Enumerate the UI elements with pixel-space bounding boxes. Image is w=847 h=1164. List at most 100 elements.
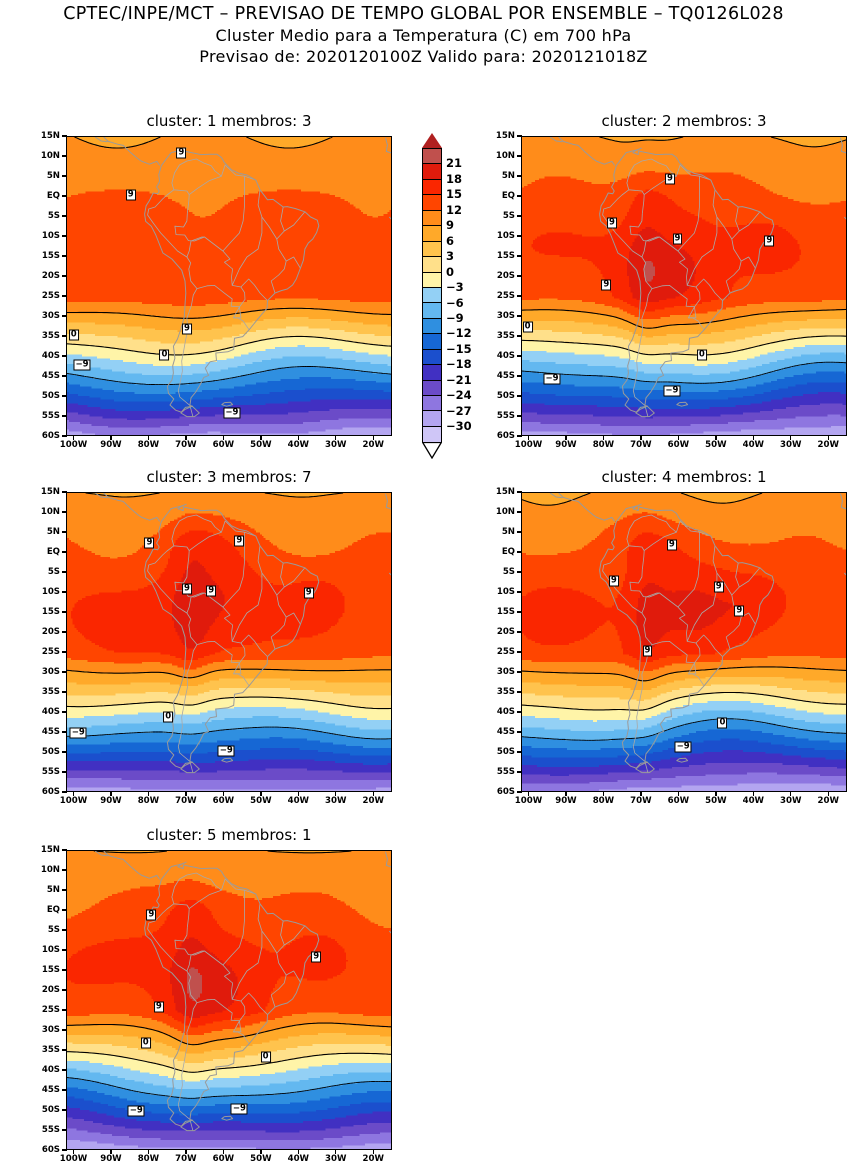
y-axis-tick: [62, 415, 67, 417]
y-axis-tick: [62, 1129, 67, 1131]
x-axis-label: 20W: [362, 1154, 384, 1164]
y-axis-tick: [62, 511, 67, 513]
x-axis-tick: [185, 1150, 187, 1154]
x-axis-label: 60W: [212, 796, 235, 806]
contour-label: −9: [127, 1105, 145, 1117]
colorbar-swatch: [423, 149, 441, 165]
colorbar-swatch: [423, 318, 441, 335]
colorbar-tick-label: −3: [446, 280, 464, 295]
y-axis-tick: [62, 869, 67, 871]
y-axis-label: 45S: [496, 371, 515, 381]
y-axis-label: 10N: [495, 507, 515, 517]
y-axis-label: 25S: [41, 647, 60, 657]
x-axis-label: 40W: [287, 440, 310, 450]
y-axis-tick: [517, 355, 522, 357]
x-axis-label: 30W: [325, 1154, 347, 1164]
colorbar-tick-label: 0: [446, 264, 455, 279]
x-axis-tick: [827, 436, 829, 440]
y-axis-label: 5N: [46, 171, 60, 181]
y-axis-label: 40S: [41, 707, 60, 717]
contour-label: −9: [217, 745, 235, 757]
x-axis-label: 90W: [100, 440, 122, 450]
y-axis-label: 20S: [41, 985, 60, 995]
colorbar-swatch: [423, 396, 441, 412]
y-axis-label: 40S: [41, 1065, 60, 1075]
y-axis-tick: [62, 791, 67, 793]
panel-title-cluster-1: cluster: 1 membros: 3: [146, 112, 312, 130]
y-axis-label: 35S: [41, 687, 60, 697]
y-axis-tick: [62, 849, 67, 851]
y-axis-tick: [62, 195, 67, 197]
y-axis-label: 5S: [47, 567, 60, 577]
y-axis-label: 10S: [496, 587, 515, 597]
y-axis-tick: [517, 395, 522, 397]
y-axis-tick: [517, 531, 522, 533]
x-axis-label: 90W: [100, 1154, 122, 1164]
colorbar-top-arrow: [422, 133, 442, 148]
y-axis-label: 10S: [496, 231, 515, 241]
y-axis-label: 50S: [496, 391, 515, 401]
colorbar-tick-label: −30: [446, 419, 472, 434]
x-axis-label: 20W: [362, 796, 384, 806]
y-axis-label: EQ: [46, 191, 60, 201]
y-axis-label: 10S: [41, 231, 60, 241]
x-axis-label: 70W: [175, 796, 197, 806]
y-axis-label: 15S: [41, 251, 60, 261]
colorbar-tick-label: 6: [446, 233, 455, 248]
x-axis-label: 50W: [250, 1154, 272, 1164]
header-line-valid: Previsao de: 2020120100Z Valido para: 20…: [199, 47, 648, 66]
y-axis-tick: [62, 949, 67, 951]
x-axis-label: 30W: [780, 440, 802, 450]
y-axis-tick: [62, 235, 67, 237]
colorbar-swatch: [423, 349, 441, 366]
y-axis-tick: [517, 135, 522, 137]
colorbar-tick-label: −15: [446, 341, 472, 356]
contour-label: 9: [642, 645, 653, 657]
y-axis-tick: [62, 691, 67, 693]
x-axis-tick: [790, 792, 792, 796]
y-axis-tick: [62, 969, 67, 971]
x-axis-tick: [297, 436, 299, 440]
x-axis-tick: [260, 792, 262, 796]
y-axis-tick: [62, 731, 67, 733]
x-axis-tick: [110, 436, 112, 440]
y-axis-label: 45S: [41, 371, 60, 381]
y-axis-tick: [62, 355, 67, 357]
x-axis-label: 60W: [667, 440, 690, 450]
x-axis-tick: [222, 792, 225, 796]
x-axis-tick: [72, 792, 75, 796]
y-axis-label: 50S: [496, 747, 515, 757]
y-axis-label: 5S: [47, 925, 60, 935]
panel-title-cluster-5: cluster: 5 membros: 1: [146, 826, 312, 844]
y-axis-label: 55S: [41, 1125, 60, 1135]
contour-label: 0: [163, 711, 174, 723]
x-axis-label: 30W: [780, 796, 802, 806]
x-axis-label: 50W: [705, 440, 727, 450]
y-axis-tick: [62, 135, 67, 137]
y-axis-label: 10S: [41, 945, 60, 955]
y-axis-tick: [517, 175, 522, 177]
y-axis-tick: [62, 395, 67, 397]
colorbar-swatch: [423, 365, 441, 381]
y-axis-tick: [62, 1069, 67, 1071]
x-axis-tick: [527, 792, 530, 796]
x-axis-label: 90W: [555, 796, 577, 806]
y-axis-label: 40S: [41, 351, 60, 361]
y-axis-label: 60S: [496, 787, 515, 797]
y-axis-tick: [62, 751, 67, 753]
x-axis-tick: [790, 436, 792, 440]
x-axis-label: 90W: [555, 440, 577, 450]
contour-label: 9: [672, 233, 683, 245]
y-axis-label: 20S: [41, 271, 60, 281]
y-axis-label: 35S: [496, 687, 515, 697]
x-axis-tick: [827, 792, 829, 796]
map-plot-cluster-4: 9 9 9 9 9 0 −9: [521, 492, 847, 792]
x-axis-label: 60W: [212, 1154, 235, 1164]
y-axis-label: 15N: [495, 131, 515, 141]
x-axis-tick: [335, 436, 337, 440]
map-plot-cluster-3: 9 9 9 9 9 0 −9 −9: [66, 492, 392, 792]
x-axis-tick: [222, 1150, 225, 1154]
y-axis-label: 60S: [41, 1145, 60, 1155]
contour-label: 9: [125, 189, 136, 201]
x-axis-tick: [185, 792, 187, 796]
